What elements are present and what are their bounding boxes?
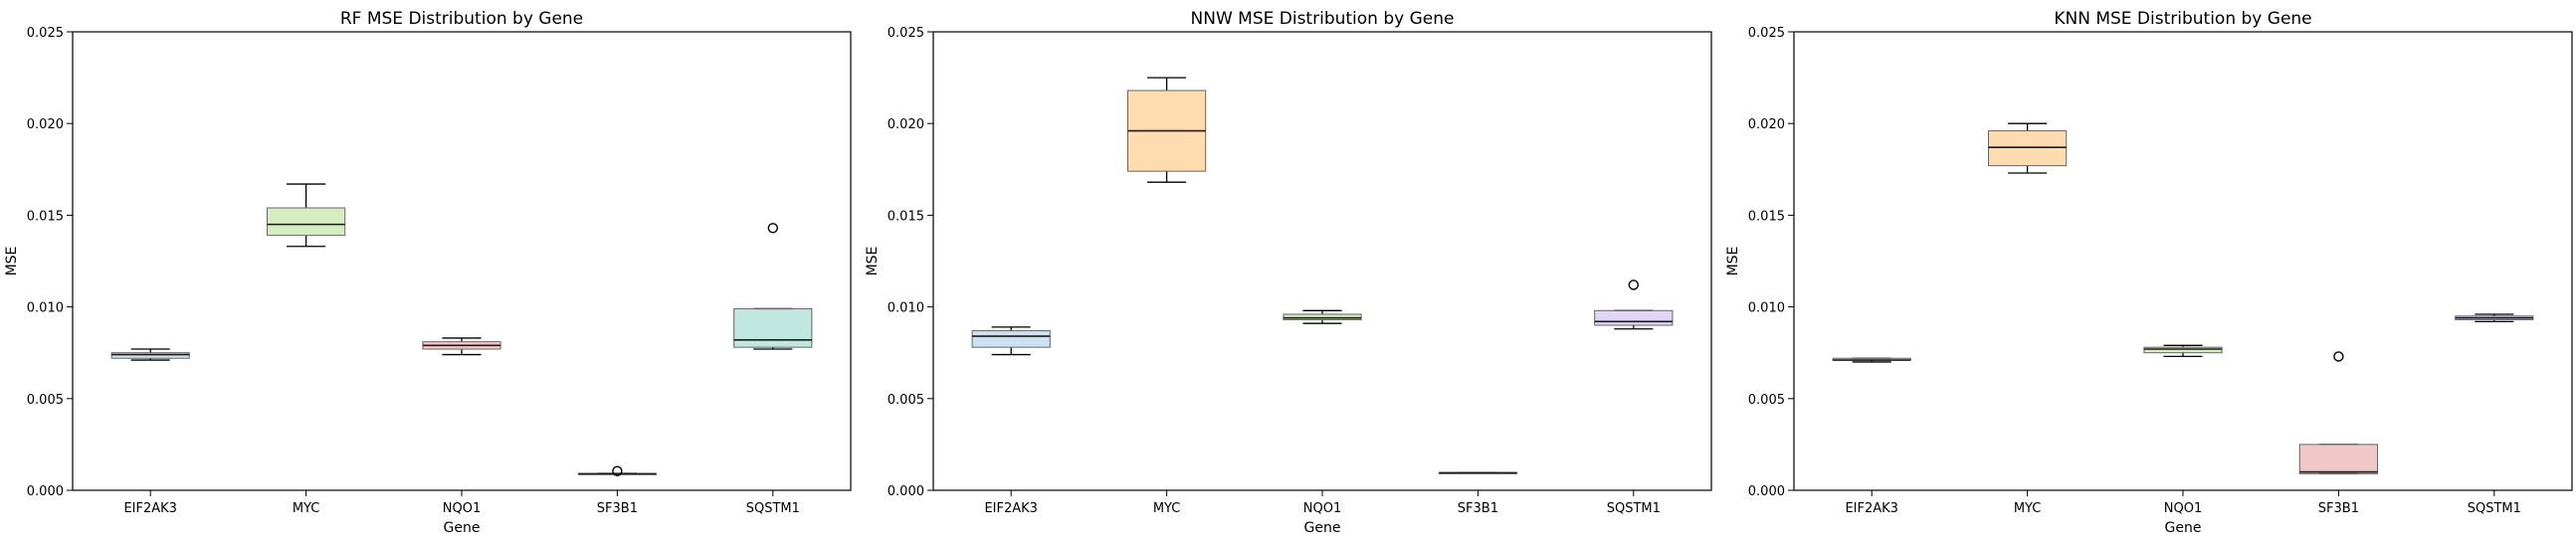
- box-iqr: [1283, 313, 1362, 321]
- x-tick-label: NQO1: [443, 501, 481, 516]
- x-tick-label: SQSTM1: [2468, 501, 2521, 516]
- x-axis-label: Gene: [2165, 520, 2202, 536]
- chart-panel-2: NNW MSE Distribution by Gene 0.000 0.005 0.…: [865, 9, 1712, 536]
- x-tick-label: MYC: [2014, 501, 2042, 516]
- outlier-point: [2333, 351, 2344, 362]
- y-axis-label: MSE: [4, 247, 20, 276]
- outlier-point: [612, 465, 623, 476]
- plot-frame: [1793, 31, 2573, 491]
- box-iqr: [1594, 309, 1674, 326]
- x-tick-label: SF3B1: [1458, 501, 1498, 516]
- box-iqr: [1988, 130, 2068, 167]
- x-axis-label: Gene: [444, 520, 481, 536]
- y-tick-label: 0.020: [27, 117, 64, 132]
- box-myc: [1127, 77, 1207, 183]
- y-tick-label: 0.025: [1748, 26, 1785, 41]
- box-sf3b1: [2298, 351, 2379, 475]
- x-tick-label: EIF2AK3: [123, 501, 177, 516]
- box-sqstm1: [1594, 279, 1674, 330]
- x-tick-label: SQSTM1: [1607, 501, 1661, 516]
- y-tick-label: 0.000: [888, 484, 924, 499]
- x-tick-label: SF3B1: [597, 501, 638, 516]
- box-nqo1: [1283, 309, 1362, 324]
- y-tick-label: 0.015: [1748, 209, 1785, 224]
- chart-title: NNW MSE Distribution by Gene: [1191, 9, 1455, 29]
- y-tick-label: 0.020: [1748, 117, 1785, 132]
- y-tick-label: 0.015: [888, 209, 924, 224]
- box-iqr: [267, 207, 346, 237]
- y-tick-label: 0.000: [1748, 484, 1785, 499]
- outlier-point: [767, 223, 778, 234]
- box-myc: [1988, 122, 2068, 174]
- x-tick-label: NQO1: [1303, 501, 1341, 516]
- chart-title: RF MSE Distribution by Gene: [340, 9, 583, 29]
- y-tick-label: 0.010: [888, 301, 924, 316]
- box-eif2ak3: [110, 348, 190, 361]
- y-tick-label: 0.020: [888, 117, 924, 132]
- chart-panel-1: RF MSE Distribution by Gene 0.000 0.005 0.0…: [4, 9, 852, 536]
- x-tick-label: MYC: [1153, 501, 1181, 516]
- y-tick-label: 0.010: [1748, 301, 1785, 316]
- box-iqr: [2298, 444, 2379, 474]
- box-iqr: [971, 330, 1051, 348]
- y-tick-label: 0.010: [27, 301, 64, 316]
- x-axis-label: Gene: [1304, 520, 1341, 536]
- y-tick-label: 0.025: [27, 26, 64, 41]
- y-tick-label: 0.025: [888, 26, 924, 41]
- y-tick-label: 0.005: [1748, 393, 1785, 408]
- box-nqo1: [422, 337, 501, 356]
- y-tick-label: 0.000: [27, 484, 64, 499]
- y-axis-label: MSE: [1725, 247, 1741, 276]
- box-sqstm1: [733, 223, 813, 350]
- box-eif2ak3: [1832, 357, 1911, 363]
- y-tick-label: 0.005: [27, 393, 64, 408]
- chart-panel-3: KNN MSE Distribution by Gene 0.000 0.005 0.…: [1725, 9, 2573, 536]
- box-sf3b1: [1438, 471, 1518, 474]
- box-eif2ak3: [971, 326, 1051, 356]
- y-axis-label: MSE: [865, 247, 881, 276]
- box-iqr: [733, 307, 813, 348]
- y-tick-label: 0.005: [888, 393, 924, 408]
- box-myc: [267, 183, 346, 248]
- x-tick-label: NQO1: [2164, 501, 2202, 516]
- chart-title: KNN MSE Distribution by Gene: [2054, 9, 2311, 29]
- x-tick-label: EIF2AK3: [1845, 501, 1898, 516]
- plot-frame: [72, 31, 852, 491]
- box-iqr: [2143, 346, 2223, 354]
- box-sf3b1: [577, 465, 657, 476]
- plot-frame: [932, 31, 1712, 491]
- box-iqr: [110, 352, 190, 359]
- y-tick-label: 0.015: [27, 209, 64, 224]
- box-nqo1: [2143, 344, 2223, 358]
- box-sqstm1: [2455, 313, 2534, 323]
- x-tick-label: SF3B1: [2318, 501, 2359, 516]
- outlier-point: [1628, 279, 1640, 290]
- x-tick-label: MYC: [293, 501, 320, 516]
- x-tick-label: SQSTM1: [746, 501, 800, 516]
- x-tick-label: EIF2AK3: [984, 501, 1038, 516]
